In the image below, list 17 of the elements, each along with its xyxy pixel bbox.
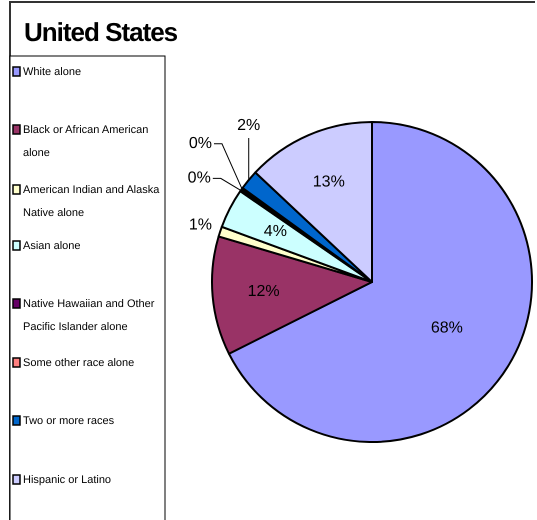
legend-label: White alone <box>23 66 82 78</box>
legend-label: Black or African American alone <box>23 124 148 159</box>
legend-label: Hispanic or Latino <box>23 474 112 486</box>
legend-label: American Indian and Alaska Native alone <box>23 184 160 219</box>
legend-label: Asian alone <box>23 240 80 252</box>
data-label: 0% <box>188 170 211 187</box>
legend-label: Native Hawaiian and Other Pacific Islander alone <box>23 298 155 333</box>
data-label: 12% <box>248 282 280 300</box>
legend-label: Two or more races <box>23 414 115 427</box>
data-label: 4% <box>264 223 287 240</box>
data-label: 68% <box>430 319 463 336</box>
data-label: 13% <box>312 173 345 190</box>
data-label: 0% <box>188 134 212 152</box>
legend-label: Some other race alone <box>23 356 134 369</box>
data-label: 1% <box>188 216 212 234</box>
chart-title: United States <box>24 16 178 47</box>
data-label: 2% <box>237 117 260 134</box>
